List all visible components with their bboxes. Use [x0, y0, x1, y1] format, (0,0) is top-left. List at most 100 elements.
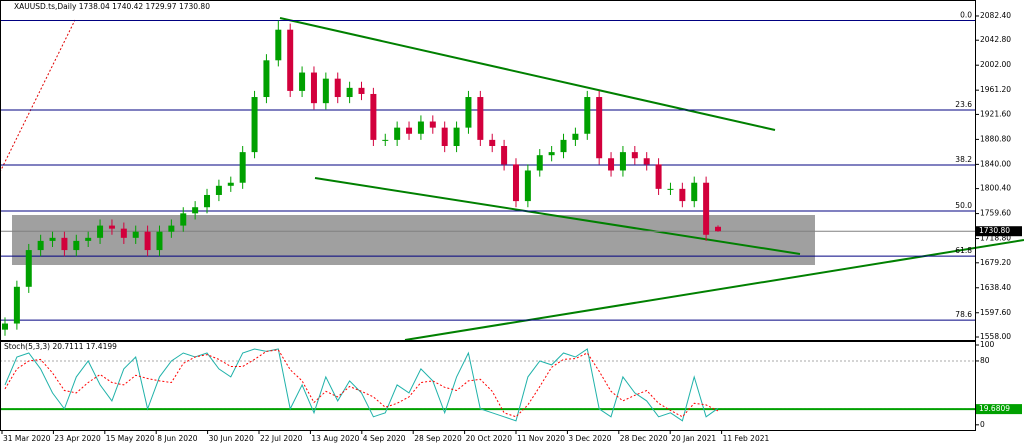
y-tick-label: 1800.40 [980, 184, 1011, 193]
zone-rectangle [12, 215, 815, 265]
candle-body [453, 127, 460, 147]
candle-body [548, 152, 555, 156]
x-tick-label: 8 Jun 2020 [157, 434, 198, 443]
x-tick-label: 22 Jul 2020 [260, 434, 303, 443]
candle-body [560, 139, 567, 153]
candle-body [643, 158, 650, 165]
candle-body [667, 188, 674, 190]
y-tick-label: 1597.60 [980, 308, 1011, 317]
candle-body [406, 127, 413, 134]
candle-body [608, 158, 615, 171]
candle-body [204, 194, 211, 208]
candle-body [215, 185, 222, 195]
candle-body [239, 152, 246, 183]
y-tick-label: 80 [980, 356, 990, 365]
candle-body [441, 127, 448, 147]
fib-label: 78.6 [955, 310, 972, 319]
stoch-line [4, 348, 719, 422]
candle-body [49, 237, 56, 241]
candle-body [227, 182, 234, 186]
stoch-line [4, 349, 719, 418]
x-tick-label: 28 Sep 2020 [414, 434, 462, 443]
candle-body [120, 228, 127, 238]
marker-tag [976, 404, 1022, 415]
y-tick-label: 1880.80 [980, 134, 1011, 143]
candle-body [180, 213, 187, 226]
candle-body [97, 225, 104, 238]
trend-line [404, 239, 1024, 341]
candle-body [61, 237, 68, 251]
x-tick-label: 28 Dec 2020 [620, 434, 668, 443]
candle-body [251, 97, 258, 153]
candle-body [429, 121, 436, 128]
candle-body [108, 225, 115, 229]
candle-body [703, 182, 710, 235]
candle-body [85, 237, 92, 241]
stoch-title: Stoch(5,3,3) 20.7111 17.4199 [4, 342, 117, 351]
fib-label: 23.6 [955, 100, 972, 109]
x-tick-label: 20 Jan 2021 [671, 434, 716, 443]
candle-body [370, 93, 377, 140]
y-tick-label: 2082.40 [980, 11, 1011, 20]
candle-body [322, 78, 329, 104]
x-tick-label: 23 Apr 2020 [54, 434, 101, 443]
y-tick-label: 1638.40 [980, 283, 1011, 292]
candle-body [156, 231, 163, 251]
candle-body [275, 29, 282, 61]
candle-body [168, 225, 175, 232]
candle-body [37, 240, 44, 251]
candle-body [132, 231, 139, 238]
candle-body [465, 97, 472, 128]
fib-label: 38.2 [955, 155, 972, 164]
fib-label: 50.0 [955, 201, 972, 210]
candle-body [572, 133, 579, 140]
x-tick-label: 15 May 2020 [106, 434, 155, 443]
candle-body [2, 323, 8, 330]
candle-body [655, 164, 662, 189]
stoch-frame [0, 341, 976, 431]
candle-body [25, 250, 32, 287]
candle-body [73, 240, 80, 251]
trend-line [0, 19, 76, 173]
candle-body [394, 127, 401, 140]
candle-body [299, 72, 306, 91]
chart-title: XAUUSD.ts,Daily 1738.04 1740.42 1729.97 … [14, 2, 210, 11]
x-tick-label: 11 Feb 2021 [723, 434, 770, 443]
y-tick-label: 0 [980, 420, 985, 429]
candle-body [596, 97, 603, 159]
y-tick-label: 1679.20 [980, 258, 1011, 267]
trend-line [314, 177, 801, 255]
candle-body [584, 97, 591, 134]
x-tick-label: 31 Mar 2020 [3, 434, 51, 443]
price-tag [976, 226, 1022, 237]
candle-body [334, 78, 341, 98]
x-tick-label: 20 Oct 2020 [466, 434, 513, 443]
candle-body [631, 152, 638, 159]
candle-body [691, 182, 698, 202]
current-price-label: 1730.80 [979, 226, 1010, 235]
x-tick-label: 13 Aug 2020 [311, 434, 359, 443]
fib-label: 0.0 [960, 11, 972, 20]
candle-body [417, 121, 424, 134]
candle-body [287, 29, 294, 91]
candle-body [679, 188, 686, 202]
plot: 0.0 23.6 38.2 50.0 61.8 78.6 [0, 11, 976, 422]
candle-body [501, 146, 508, 165]
y-tick-label: 1921.60 [980, 109, 1011, 118]
candle-body [310, 72, 317, 104]
y-tick-label: 1759.60 [980, 209, 1011, 218]
candle-body [512, 164, 519, 202]
candle-body [382, 139, 389, 141]
x-tick-label: 30 Jun 2020 [209, 434, 254, 443]
candle-body [477, 97, 484, 140]
candle-body [489, 139, 496, 147]
marker-label: 19.6809 [979, 404, 1010, 413]
x-tick-label: 4 Sep 2020 [363, 434, 406, 443]
x-tick-label: 3 Dec 2020 [568, 434, 611, 443]
candle-body [263, 60, 270, 98]
y-tick-label: 1840.00 [980, 159, 1011, 168]
candle-body [13, 286, 20, 324]
candle-body [536, 155, 543, 171]
candle-body [192, 207, 199, 214]
